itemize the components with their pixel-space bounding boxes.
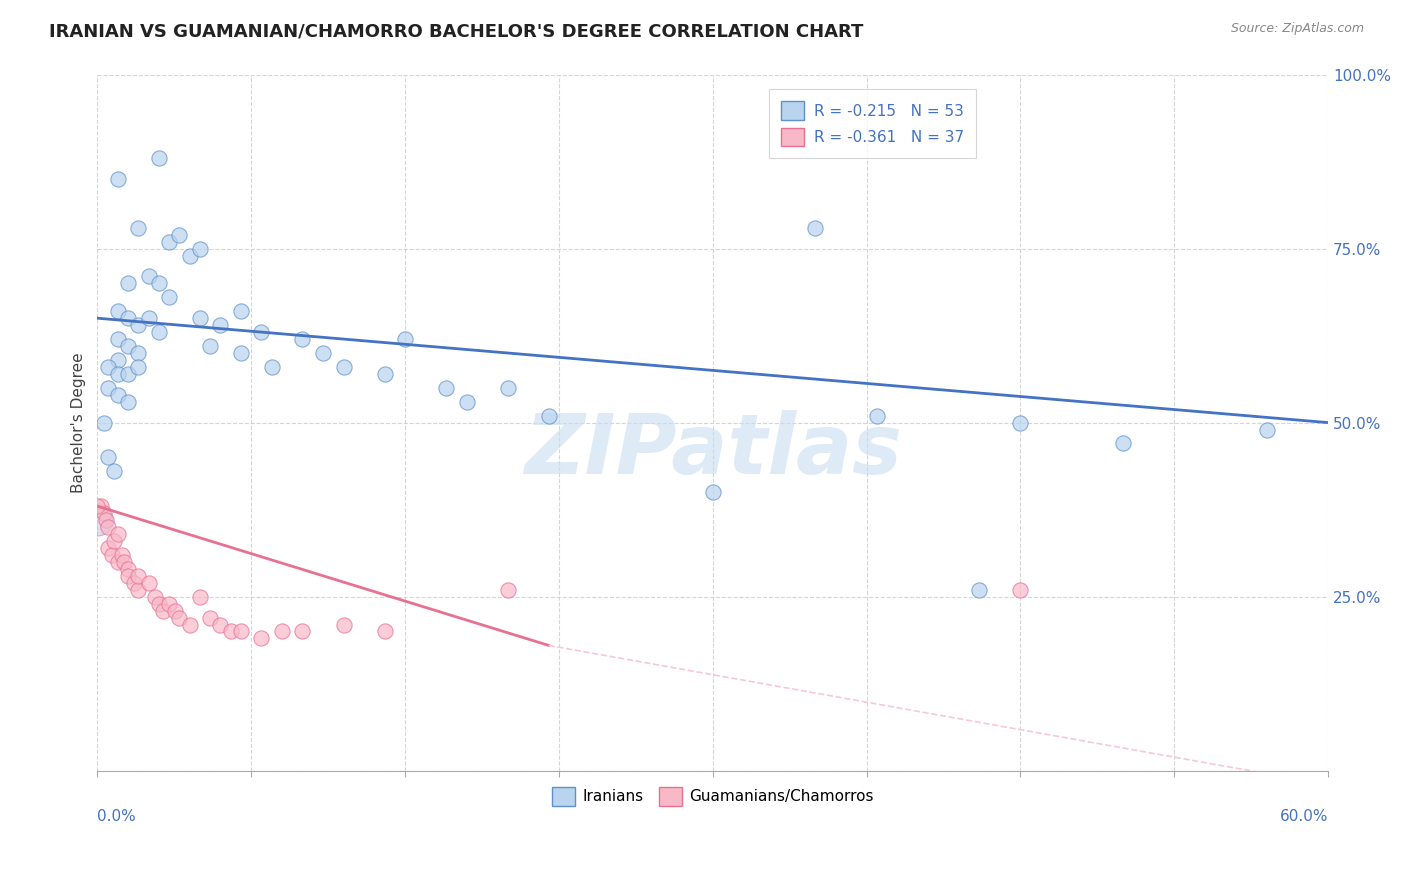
Point [198,610,221,624]
Point [188,311,211,326]
Point [107,367,129,381]
Point [229,624,252,639]
Point [179,248,201,262]
Point [1256,423,1278,437]
Point [229,346,252,360]
Text: IRANIAN VS GUAMANIAN/CHAMORRO BACHELOR'S DEGREE CORRELATION CHART: IRANIAN VS GUAMANIAN/CHAMORRO BACHELOR'S… [49,22,863,40]
Point [148,597,170,611]
Point [86,513,108,527]
Point [103,464,125,478]
Point [94,513,117,527]
Point [152,604,174,618]
Point [373,624,395,639]
Point [169,610,191,624]
Point [107,353,129,368]
Point [332,617,354,632]
Point [103,533,125,548]
Point [97,359,120,374]
Point [143,590,166,604]
Point [112,555,135,569]
Point [148,151,170,165]
Point [148,277,170,291]
Point [97,541,120,555]
Point [260,359,283,374]
Point [107,527,129,541]
Point [179,617,201,632]
Point [117,339,139,353]
Point [165,604,187,618]
Point [250,325,273,339]
Point [291,624,314,639]
Point [107,555,129,569]
Point [90,499,112,513]
Point [537,409,560,423]
Point [127,359,149,374]
Point [117,562,139,576]
Point [107,304,129,318]
Text: 0.0%: 0.0% [97,809,136,824]
Point [250,632,273,646]
Point [127,346,149,360]
Point [209,318,232,333]
Point [1010,582,1032,597]
Point [969,582,991,597]
Point [1112,436,1135,450]
Point [229,304,252,318]
Point [866,409,889,423]
Point [107,332,129,346]
Point [148,325,170,339]
Point [138,575,160,590]
Point [138,269,160,284]
Point [97,520,120,534]
Legend: R = -0.215   N = 53, R = -0.361   N = 37: R = -0.215 N = 53, R = -0.361 N = 37 [769,89,976,159]
Point [209,617,232,632]
Point [117,568,139,582]
Point [702,485,724,500]
Point [100,548,122,562]
Point [394,332,416,346]
Point [117,277,139,291]
Y-axis label: Bachelor's Degree: Bachelor's Degree [72,352,86,493]
Point [169,227,191,242]
Point [496,582,519,597]
Point [373,367,395,381]
Text: ZIPatlas: ZIPatlas [524,410,901,491]
Point [138,311,160,326]
Point [804,220,827,235]
Point [434,381,457,395]
Point [127,582,149,597]
Point [97,450,120,465]
Point [496,381,519,395]
Point [188,590,211,604]
Point [127,318,149,333]
Point [198,339,221,353]
Point [188,242,211,256]
Point [219,624,242,639]
Point [97,381,120,395]
Point [1010,416,1032,430]
Point [291,332,314,346]
Point [93,416,115,430]
Point [127,220,149,235]
Point [93,506,115,520]
Point [124,575,146,590]
Point [127,568,149,582]
Point [157,597,180,611]
Point [117,394,139,409]
Point [157,290,180,304]
Point [271,624,294,639]
Point [86,499,108,513]
Point [107,388,129,402]
Point [312,346,335,360]
Point [157,235,180,249]
Point [117,311,139,326]
Point [332,359,354,374]
Point [456,394,478,409]
Point [107,172,129,186]
Text: 60.0%: 60.0% [1279,809,1329,824]
Point [111,548,134,562]
Text: Source: ZipAtlas.com: Source: ZipAtlas.com [1230,22,1364,36]
Point [117,367,139,381]
